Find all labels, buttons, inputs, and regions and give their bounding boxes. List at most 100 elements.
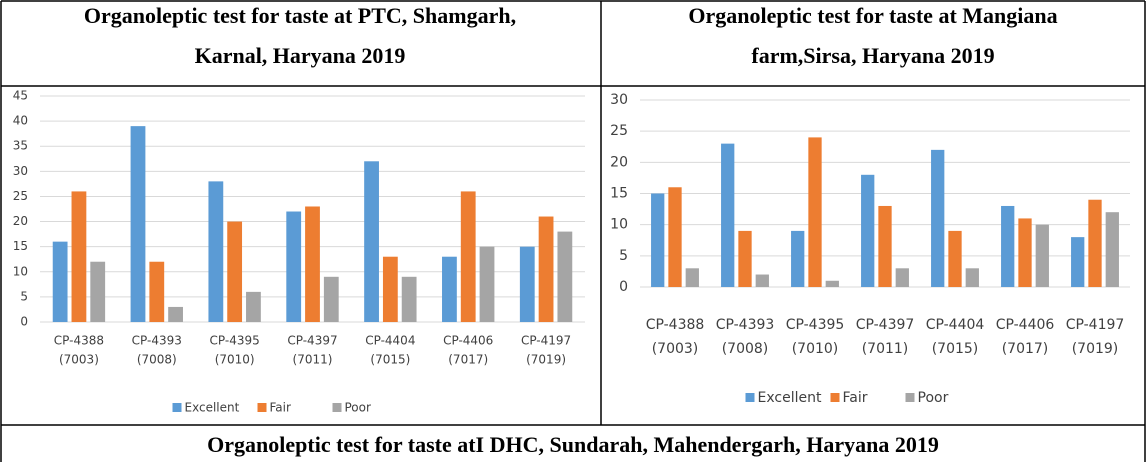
legend-swatch [830,393,840,402]
bar [1018,218,1032,287]
y-tick-label: 15 [610,186,628,202]
bar [1035,224,1049,287]
bar [538,216,554,322]
y-tick-label: 10 [610,217,628,233]
y-tick-label: 20 [610,154,628,170]
x-tick-label: (7015) [932,341,979,357]
x-tick-label: CP-4397 [287,334,337,348]
y-tick-label: 5 [20,289,28,303]
bar [519,246,535,322]
bar [305,206,320,322]
bar [861,174,875,287]
caption: Organoleptic test for taste atI DHC, Sun… [207,432,939,457]
bar [808,137,822,287]
x-tick-label: (7011) [293,353,333,367]
y-tick-label: 45 [13,89,28,103]
bar [685,268,699,287]
x-tick-label: (7008) [137,353,177,367]
legend-label: Poor [918,390,949,406]
bar [246,291,261,322]
legend-swatch [905,393,915,402]
bar [878,205,892,287]
x-tick-label: CP-4197 [521,334,571,348]
bar [1001,205,1015,287]
y-tick-label: 5 [619,248,628,264]
legend-label: Poor [345,401,371,415]
legend-label: Fair [843,390,868,406]
x-tick-label: CP-4404 [365,334,415,348]
chart-title: Organoleptic test for taste at Mangiana [688,3,1057,28]
x-tick-label: CP-4397 [856,317,915,333]
legend-swatch [332,403,342,412]
x-tick-label: (7017) [448,353,488,367]
bar [130,126,146,322]
x-tick-label: (7003) [652,341,699,357]
x-tick-label: (7010) [792,341,839,357]
bar [227,221,243,322]
y-tick-label: 25 [610,123,628,139]
bar [442,256,457,322]
bar [721,143,735,287]
legend-swatch [257,403,267,412]
x-tick-label: CP-4388 [646,317,705,333]
bar [1088,199,1102,287]
bar [1071,237,1085,287]
legend-swatch [745,393,755,402]
bar [479,246,495,322]
y-tick-label: 30 [610,92,628,108]
x-tick-label: (7008) [722,341,769,357]
bar [668,187,682,287]
x-tick-label: CP-4197 [1066,317,1125,333]
y-tick-label: 30 [13,164,28,178]
legend-label: Fair [270,401,291,415]
legend-label: Excellent [758,390,822,406]
bar [52,241,68,322]
bar [168,306,183,322]
bar [791,230,805,287]
x-tick-label: CP-4395 [210,334,260,348]
x-tick-label: CP-4393 [132,334,182,348]
x-tick-label: CP-4406 [443,334,493,348]
bar [323,276,339,322]
x-tick-label: CP-4406 [996,317,1055,333]
x-tick-label: (7017) [1002,341,1049,357]
bar [382,256,398,322]
chart-title: farm,Sirsa, Haryana 2019 [751,43,994,68]
x-tick-label: (7015) [370,353,410,367]
bar [149,261,165,322]
bar [71,191,87,322]
bar [651,193,665,287]
y-tick-label: 35 [13,139,28,153]
bar [401,276,417,322]
bar [364,161,379,322]
x-tick-label: CP-4393 [716,317,775,333]
bar [1105,212,1119,287]
y-tick-label: 15 [13,239,28,253]
bar [208,181,224,322]
x-tick-label: (7003) [59,353,99,367]
chart-title: Karnal, Haryana 2019 [195,43,406,68]
bar [460,191,476,322]
y-tick-label: 20 [13,214,28,228]
y-tick-label: 0 [20,315,28,329]
bar [557,231,573,322]
y-tick-label: 40 [13,114,28,128]
bar [738,230,752,287]
bar [755,274,769,287]
bar [965,268,979,287]
x-tick-label: CP-4404 [926,317,985,333]
bar [825,280,839,287]
legend-swatch [172,403,182,412]
x-tick-label: (7019) [526,353,566,367]
bar [895,268,909,287]
bar [286,211,302,322]
x-tick-label: CP-4395 [786,317,845,333]
legend-label: Excellent [185,401,240,415]
x-tick-label: CP-4388 [54,334,104,348]
y-tick-label: 10 [13,264,28,278]
x-tick-label: (7010) [215,353,255,367]
bar [948,230,962,287]
chart-title: Organoleptic test for taste at PTC, Sham… [84,3,516,28]
y-tick-label: 0 [619,279,628,295]
